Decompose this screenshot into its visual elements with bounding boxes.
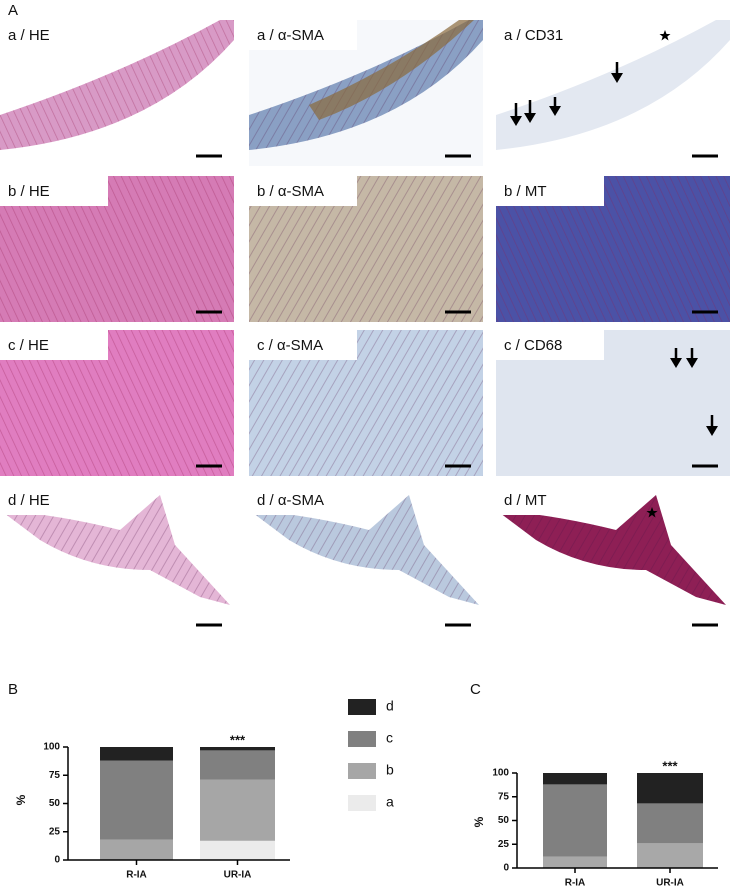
- histology-tile: c / α-SMA: [249, 330, 483, 476]
- tile-label: b / MT: [504, 183, 547, 200]
- bar-segment: [100, 747, 173, 761]
- histology-tile: a / CD31: [496, 20, 730, 166]
- histology-tile: d / MT: [496, 485, 730, 635]
- tile-label: a / α-SMA: [257, 27, 324, 44]
- y-tick-label: 100: [492, 768, 509, 779]
- label-box: [0, 330, 108, 360]
- star: [659, 30, 671, 41]
- histology-tile: d / α-SMA: [249, 485, 483, 635]
- bar-segment: [200, 750, 275, 780]
- tile-label: b / HE: [8, 183, 50, 200]
- y-tick-label: 50: [49, 798, 61, 809]
- bar-segment: [637, 803, 703, 844]
- panel-letter: C: [470, 681, 481, 698]
- label-box: [249, 485, 357, 515]
- legend-swatch: [348, 699, 376, 715]
- histology-tile: c / HE: [0, 330, 234, 476]
- tissue-stain: [309, 20, 474, 120]
- tissue-band: [496, 20, 730, 150]
- tile-label: c / HE: [8, 337, 49, 354]
- y-tick-label: 50: [498, 815, 510, 826]
- tile-label: c / CD68: [504, 337, 562, 354]
- histology-tile: b / α-SMA: [249, 176, 483, 322]
- arrows: [510, 62, 718, 436]
- x-tick-label: R-IA: [126, 870, 147, 881]
- legend-swatch: [348, 731, 376, 747]
- histology-tile: a / HE: [0, 20, 234, 166]
- legend-label: a: [386, 794, 394, 810]
- label-box: [496, 20, 604, 50]
- label-box: [496, 330, 604, 360]
- y-tick-label: 100: [43, 742, 60, 753]
- legend-label: d: [386, 698, 394, 714]
- tile-label: d / α-SMA: [257, 492, 324, 509]
- annotations-layer: [510, 30, 718, 518]
- panel-letter: B: [8, 681, 18, 698]
- histology-tile: c / CD68: [496, 330, 730, 476]
- y-tick-label: 0: [54, 855, 60, 866]
- tile-label: d / HE: [8, 492, 50, 509]
- label-box: [249, 330, 357, 360]
- label-box: [0, 485, 108, 515]
- label-box: [0, 176, 108, 206]
- label-box: [496, 485, 604, 515]
- y-tick-label: 75: [498, 791, 510, 802]
- legend-label: b: [386, 762, 394, 778]
- bar-segment: [100, 839, 173, 860]
- tissue-texture: [0, 20, 234, 150]
- legend-swatch: [348, 763, 376, 779]
- y-tick-label: 0: [503, 863, 509, 874]
- label-box: [249, 176, 357, 206]
- bar-segment: [200, 747, 275, 751]
- y-tick-label: 75: [49, 770, 61, 781]
- bar-segment: [200, 840, 275, 860]
- tissue-texture: [249, 495, 479, 605]
- bar-segment: [200, 779, 275, 841]
- histology-panels: a / HE a / α-SMA a / CD31 b / HE b / α-SMA b …: [0, 20, 730, 635]
- star: [646, 507, 658, 518]
- y-tick-label: 25: [498, 839, 510, 850]
- significance-annotation: ***: [230, 732, 246, 747]
- histology-tile: b / HE: [0, 176, 234, 322]
- bar-segment: [637, 843, 703, 868]
- tile-label: c / α-SMA: [257, 337, 323, 354]
- legend-swatch: [348, 795, 376, 811]
- bar-segment: [543, 784, 607, 857]
- significance-annotation: ***: [662, 758, 678, 773]
- y-tick-label: 25: [49, 826, 61, 837]
- x-tick-label: R-IA: [565, 878, 586, 889]
- tile-label: d / MT: [504, 492, 547, 509]
- histology-tile: a / α-SMA: [249, 20, 483, 166]
- label-box: [249, 20, 357, 50]
- bar-segment: [637, 773, 703, 804]
- label-box: [0, 20, 108, 50]
- bar-segment: [543, 856, 607, 868]
- y-axis-title: %: [14, 794, 28, 805]
- y-axis-title: %: [472, 816, 486, 827]
- x-tick-label: UR-IA: [224, 870, 252, 881]
- tile-label: b / α-SMA: [257, 183, 324, 200]
- label-box: [496, 176, 604, 206]
- panel-letter: A: [8, 2, 18, 19]
- legend-label: c: [386, 730, 393, 746]
- tile-label: a / CD31: [504, 27, 563, 44]
- histology-tile: b / MT: [496, 176, 730, 322]
- x-tick-label: UR-IA: [656, 878, 684, 889]
- bar-segment: [543, 773, 607, 785]
- tile-label: a / HE: [8, 27, 50, 44]
- bar-segment: [100, 760, 173, 840]
- tissue-texture: [496, 495, 726, 605]
- histology-tile: d / HE: [0, 485, 234, 635]
- tissue-texture: [0, 495, 230, 605]
